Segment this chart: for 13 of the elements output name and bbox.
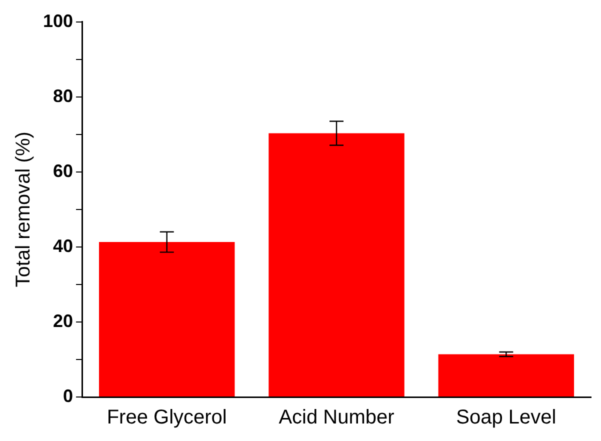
x-tick-label: Acid Number (278, 406, 395, 429)
x-tick-label: Free Glycerol (106, 406, 227, 429)
y-axis-title: Total removal (%) (12, 132, 35, 288)
bar (99, 242, 235, 396)
y-tick-label: 20 (53, 310, 74, 331)
y-tick-label: 80 (53, 86, 74, 106)
x-tick-label: Soap Level (456, 406, 556, 429)
y-tick-label: 0 (63, 386, 74, 406)
bar (438, 354, 574, 396)
y-tick-label: 100 (42, 10, 74, 31)
y-tick-label: 40 (53, 236, 74, 256)
bar (268, 133, 404, 396)
y-tick-label: 60 (53, 160, 74, 181)
